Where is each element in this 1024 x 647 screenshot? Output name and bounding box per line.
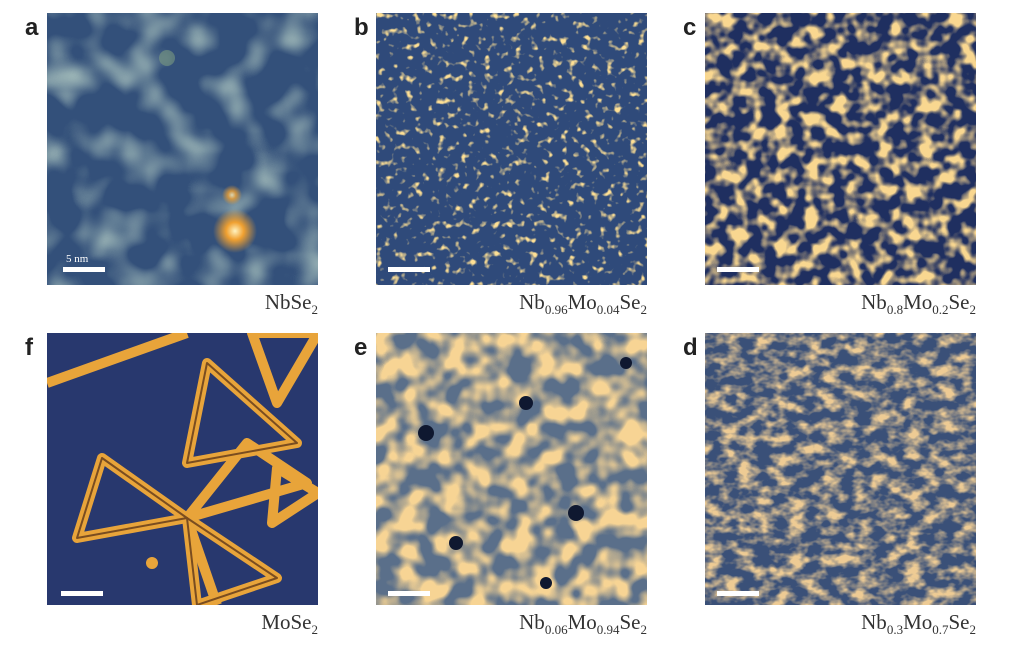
panel-caption: Nb0.96Mo0.04Se2 <box>347 290 647 318</box>
subscript: 0.8 <box>886 302 904 318</box>
panel-letter: b <box>354 14 369 41</box>
element-symbol: Se <box>619 610 641 634</box>
element-symbol: Nb <box>264 290 291 314</box>
stm-image <box>705 333 976 605</box>
panel-image <box>705 333 976 605</box>
subscript: 0.96 <box>544 302 568 318</box>
stm-image <box>376 13 647 285</box>
subscript: 2 <box>969 302 977 318</box>
element-symbol: Se <box>619 290 641 314</box>
subscript: 2 <box>969 622 977 638</box>
element-symbol: Mo <box>261 610 291 634</box>
subscript: 2 <box>640 302 648 318</box>
panel-caption: MoSe2 <box>18 610 318 638</box>
element-symbol: Nb <box>861 290 887 314</box>
element-symbol: Se <box>290 290 312 314</box>
stm-image <box>47 13 318 285</box>
panel-image <box>705 13 976 285</box>
panel-letter: f <box>25 334 33 361</box>
element-symbol: Mo <box>567 610 597 634</box>
element-symbol: Se <box>948 290 970 314</box>
subscript: 0.3 <box>886 622 904 638</box>
panel-letter: a <box>25 14 39 41</box>
stm-image <box>705 13 976 285</box>
element-symbol: Se <box>290 610 312 634</box>
panel-caption: Nb0.8Mo0.2Se2 <box>676 290 976 318</box>
panel-letter: e <box>354 334 368 361</box>
stm-image <box>376 333 647 605</box>
panel-image <box>47 333 318 605</box>
subscript: 0.7 <box>932 622 949 638</box>
element-symbol: Nb <box>519 610 545 634</box>
subscript: 2 <box>311 622 319 638</box>
panel-caption: Nb0.06Mo0.94Se2 <box>347 610 647 638</box>
element-symbol: Mo <box>567 290 597 314</box>
subscript: 0.04 <box>596 302 620 318</box>
subscript: 0.94 <box>596 622 620 638</box>
element-symbol: Se <box>948 610 970 634</box>
panel-image <box>376 333 647 605</box>
element-symbol: Nb <box>519 290 545 314</box>
panel-caption: Nb0.3Mo0.7Se2 <box>676 610 976 638</box>
panel-caption: NbSe2 <box>18 290 318 318</box>
element-symbol: Mo <box>903 290 933 314</box>
subscript: 2 <box>640 622 648 638</box>
stm-image <box>47 333 318 605</box>
element-symbol: Mo <box>903 610 933 634</box>
element-symbol: Nb <box>861 610 887 634</box>
subscript: 0.2 <box>932 302 949 318</box>
panel-image <box>47 13 318 285</box>
panel-letter: d <box>683 334 698 361</box>
subscript: 0.06 <box>544 622 568 638</box>
subscript: 2 <box>311 302 319 318</box>
scale-bar-label: 5 nm <box>66 253 89 265</box>
panel-letter: c <box>683 14 697 41</box>
panel-image <box>376 13 647 285</box>
